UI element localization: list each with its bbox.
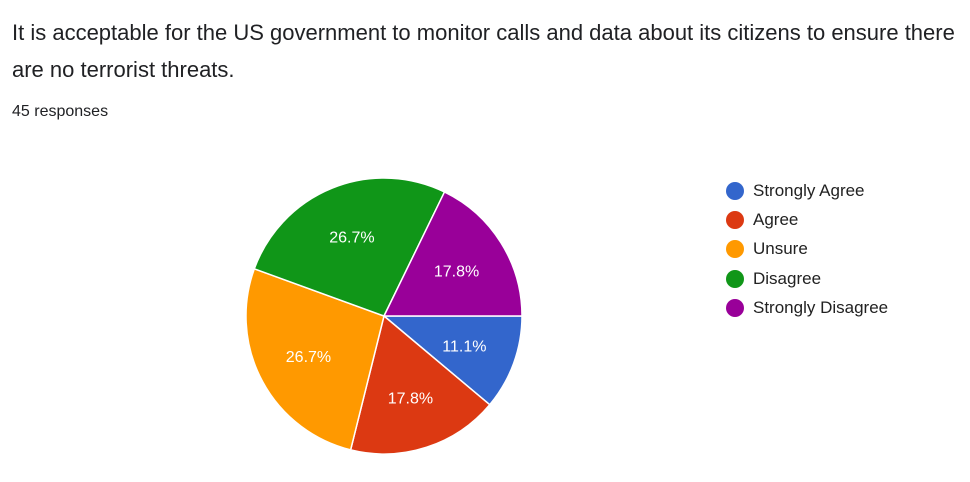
legend-item-unsure[interactable]: Unsure [726, 235, 888, 264]
legend-swatch-disagree [726, 269, 744, 288]
legend-label-strongly-agree: Strongly Agree [753, 180, 865, 200]
response-count: 45 responses [12, 103, 109, 120]
slice-label-strongly-disagree: 17.8% [434, 264, 479, 281]
question-title: It is acceptable for the US government t… [12, 20, 955, 82]
legend-swatch-unsure [726, 240, 744, 259]
legend-swatch-strongly-disagree [726, 298, 744, 317]
pie-slice-strongly-disagree[interactable] [382, 190, 523, 317]
legend-label-strongly-disagree: Strongly Disagree [753, 297, 889, 317]
pie-slice-agree[interactable] [349, 314, 491, 455]
pie-slice-unsure[interactable] [245, 267, 385, 451]
pie-slice-strongly-agree[interactable] [381, 315, 523, 406]
legend-item-agree[interactable]: Agree [726, 205, 888, 234]
pie-slice-disagree[interactable] [253, 177, 446, 317]
legend-swatch-agree [726, 210, 744, 229]
legend-item-disagree[interactable]: Disagree [726, 264, 888, 293]
pie-slices [245, 177, 523, 455]
legend-item-strongly-disagree[interactable]: Strongly Disagree [726, 293, 888, 322]
legend-item-strongly-agree[interactable]: Strongly Agree [726, 176, 888, 205]
slice-label-disagree: 26.7% [329, 230, 374, 247]
chart-legend: Strongly Agree Agree Unsure Disagree Strongl… [726, 176, 888, 322]
legend-label-agree: Agree [753, 209, 799, 229]
slice-label-strongly-agree: 11.1% [442, 338, 486, 355]
legend-swatch-strongly-agree [726, 181, 744, 200]
legend-label-unsure: Unsure [753, 239, 808, 259]
slice-label-agree: 17.8% [388, 390, 433, 407]
legend-label-disagree: Disagree [753, 268, 822, 288]
pie-slice-labels: 11.1% 17.8% 26.7% 26.7% 17.8% [286, 230, 487, 408]
slice-label-unsure: 26.7% [286, 349, 331, 366]
